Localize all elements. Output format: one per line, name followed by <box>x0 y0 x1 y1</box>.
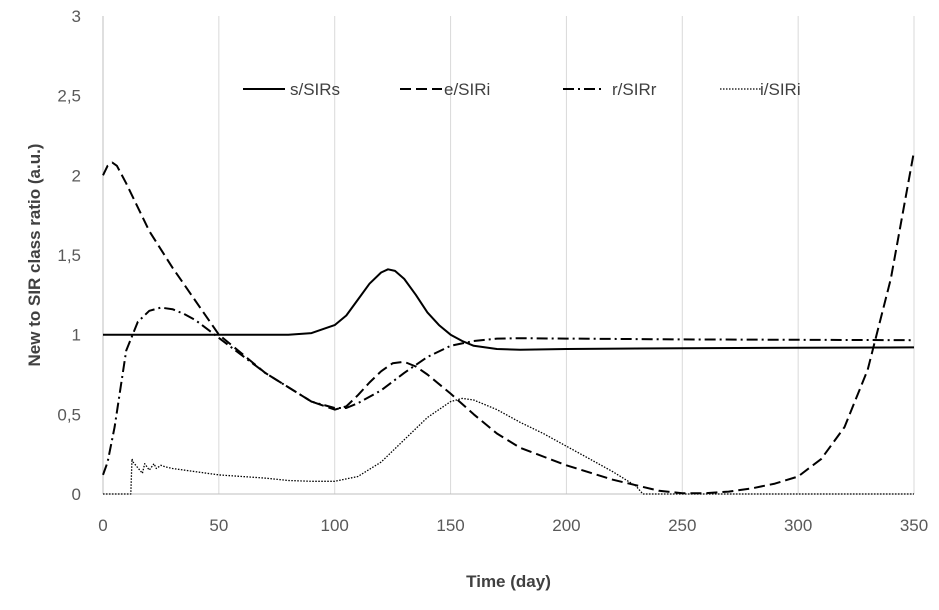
x-tick-label: 300 <box>784 516 812 535</box>
legend: s/SIRs e/SIRi r/SIRr i/SIRi <box>243 80 801 99</box>
x-tick-label: 200 <box>552 516 580 535</box>
y-tick-label: 1,5 <box>57 246 81 265</box>
series-line-e-siri <box>102 151 915 495</box>
x-tick-label: 0 <box>98 516 107 535</box>
series-line-s-sirs <box>103 268 915 351</box>
x-tick-label: 250 <box>668 516 696 535</box>
series-layer <box>102 151 915 495</box>
y-tick-label: 0 <box>72 485 81 504</box>
x-tick-label: 350 <box>900 516 928 535</box>
grid-layer <box>102 16 915 494</box>
series-line-r-sirr <box>102 306 915 476</box>
legend-label: s/SIRs <box>290 80 340 99</box>
y-tick-label: 0,5 <box>57 405 81 424</box>
y-axis-title: New to SIR class ratio (a.u.) <box>25 144 44 367</box>
series-line-i-siri <box>103 397 914 495</box>
y-tick-label: 2 <box>72 166 81 185</box>
y-tick-label: 1 <box>72 326 81 345</box>
x-tick-label: 100 <box>321 516 349 535</box>
x-tick-label: 150 <box>436 516 464 535</box>
x-axis-title: Time (day) <box>466 572 551 591</box>
legend-label: r/SIRr <box>612 80 657 99</box>
legend-label: i/SIRi <box>760 80 801 99</box>
y-tick-label: 3 <box>72 7 81 26</box>
axis-layer: 0 50 100 150 200 250 300 350 0 0,5 1 1,5 2 2,5 3 <box>57 7 928 535</box>
y-tick-label: 2,5 <box>57 87 81 106</box>
x-tick-label: 50 <box>209 516 228 535</box>
legend-label: e/SIRi <box>444 80 490 99</box>
